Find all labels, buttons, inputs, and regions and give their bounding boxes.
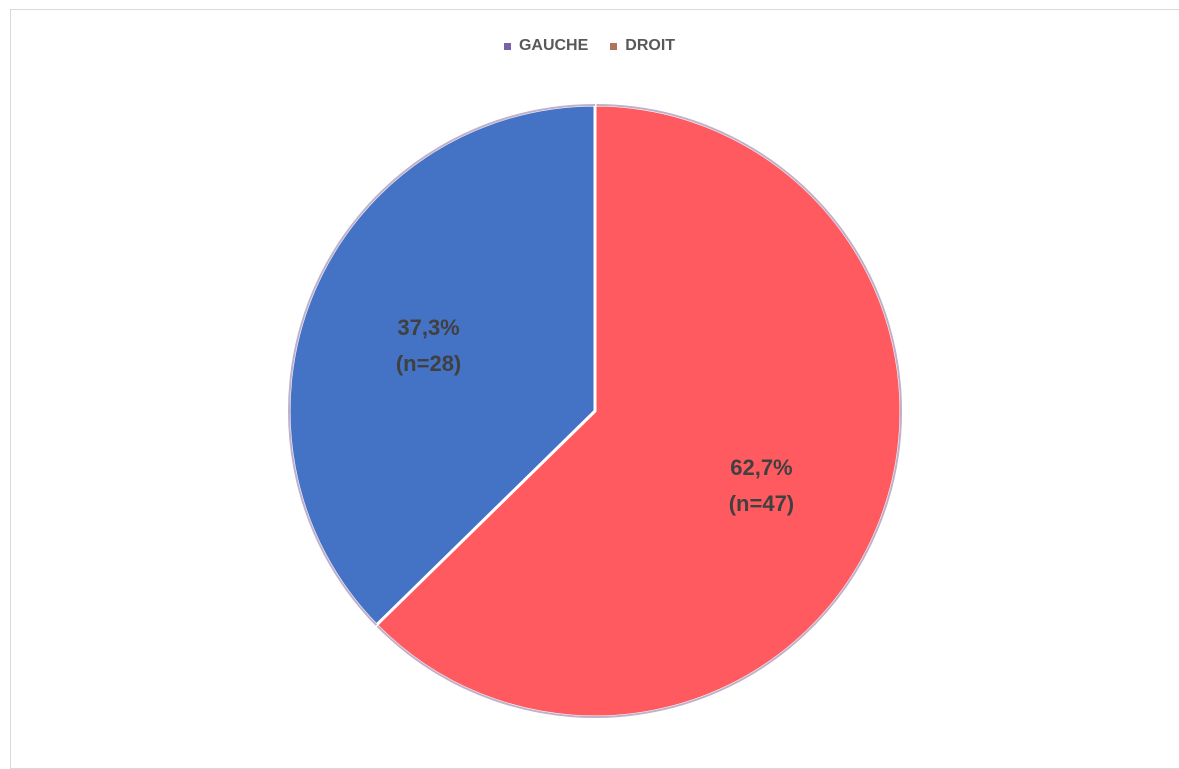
pie-percent-label-droit: 62,7%	[730, 455, 792, 480]
pie-slice-rim-droit	[375, 104, 902, 718]
legend-swatch-gauche	[503, 42, 511, 50]
legend-item-droit: DROIT	[610, 37, 675, 55]
legend-label-droit: DROIT	[625, 37, 676, 54]
pie-labels: 62,7% (n=47) 37,3% (n=28)	[396, 315, 794, 516]
pie-count-label-gauche: (n=28)	[396, 351, 461, 376]
legend: GAUCHE DROIT	[0, 37, 1179, 55]
pie-count-label-droit: (n=47)	[729, 491, 794, 516]
pie-slice-rim-gauche	[288, 104, 596, 626]
pie-slices	[287, 103, 903, 719]
pie-chart: 62,7% (n=47) 37,3% (n=28)	[287, 103, 903, 719]
pie-percent-label-gauche: 37,3%	[397, 315, 459, 340]
legend-item-gauche: GAUCHE	[503, 37, 589, 55]
legend-label-gauche: GAUCHE	[518, 37, 589, 54]
legend-swatch-droit	[610, 42, 618, 50]
